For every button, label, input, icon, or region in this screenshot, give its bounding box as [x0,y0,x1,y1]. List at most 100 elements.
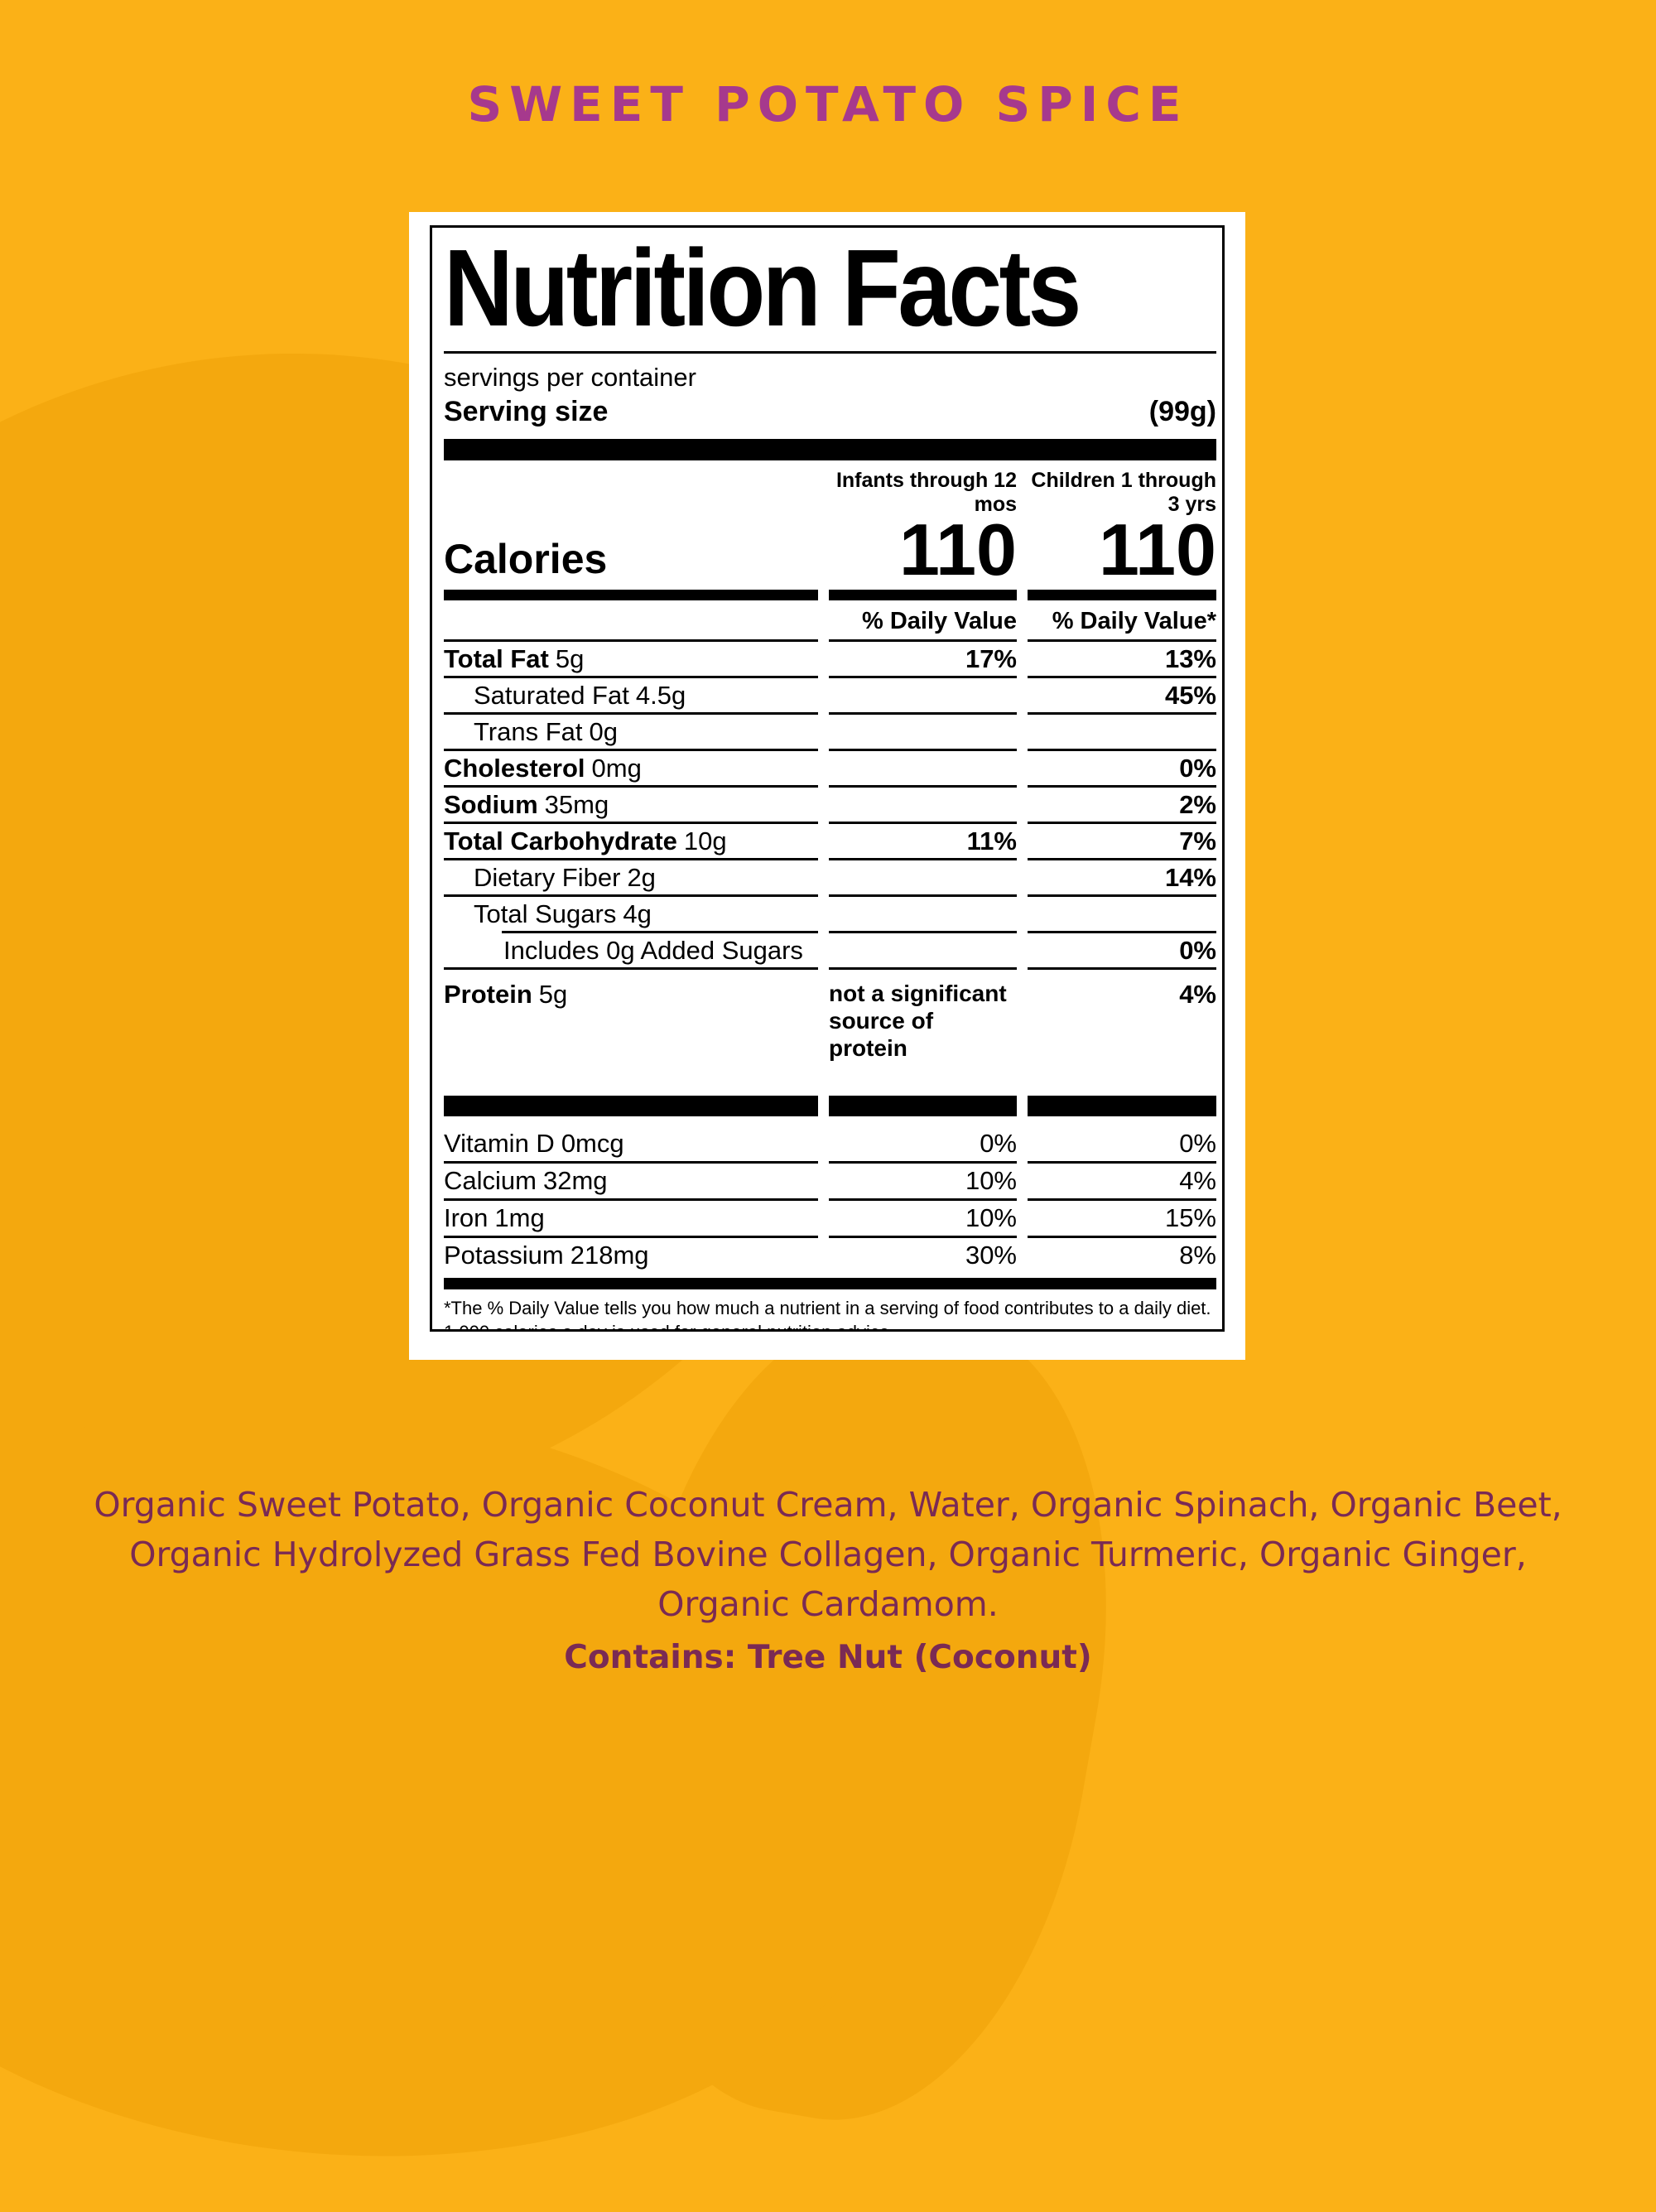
dv-infants: 11% [966,826,1017,855]
nutrient-name: Iron [444,1203,489,1233]
nutrient-amount: 32mg [542,1166,608,1196]
nutrient-amount: 0mg [591,753,642,783]
daily-value-header-children: % Daily Value* [1052,608,1216,635]
nutrient-name: Total Carbohydrate [444,826,677,855]
nutrient-name: Saturated Fat [474,680,629,710]
nutrient-amount: 5g [555,643,585,673]
nutrient-row: Saturated Fat 4.5g 45% [444,678,1216,712]
dv-children: 45% [1164,680,1216,710]
allergen-statement: Contains: Tree Nut (Coconut) [564,1638,1092,1676]
serving-size-row: Serving size (99g) [444,396,1216,428]
row-divider-indented [444,931,1216,934]
servings-per-container: servings per container [444,363,696,393]
nutrient-amount: 10g [683,826,727,855]
nutrient-row: Total Carbohydrate 10g 11% 7% [444,824,1216,858]
nutrient-row: Cholesterol 0mg 0% [444,751,1216,785]
nutrition-label-card: Nutrition Facts servings per container S… [409,212,1245,1360]
row-divider [444,858,1216,861]
nutrient-name: Protein [444,980,532,1010]
protein-note: not a significant source of protein [829,981,1007,1062]
nutrient-row: Dietary Fiber 2g 14% [444,860,1216,894]
nutrient-row: Trans Fat 0g [444,715,1216,749]
thick-divider [444,590,1216,601]
nutrient-name: Total Sugars [474,899,617,928]
nutrient-name: Dietary Fiber [474,862,621,892]
row-divider [444,676,1216,679]
row-divider [444,1236,1216,1239]
row-divider [444,894,1216,898]
row-divider [444,822,1216,825]
row-divider [444,712,1216,716]
dv-children: 0% [1179,935,1216,965]
nutrient-name: Cholesterol [444,753,585,783]
dv-children: 13% [1164,643,1216,673]
nutrient-row-protein: Protein 5g not a significant source of pr… [444,970,1216,1086]
micronutrient-row: Potassium 218mg 30% 8% [444,1238,1216,1273]
thick-divider [444,1278,1216,1290]
dv-infants: 10% [965,1203,1017,1233]
dv-infants: 17% [965,643,1017,673]
calories-label: Calories [444,536,608,583]
micronutrient-row: Vitamin D 0mcg 0% 0% [444,1126,1216,1161]
nutrient-amount: 218mg [570,1241,649,1270]
dv-children: 4% [1179,1166,1216,1196]
dv-infants: 0% [980,1129,1017,1159]
dv-children: 0% [1179,1129,1216,1159]
calories-value-children: 110 [1099,508,1216,591]
column-header-children: Children 1 through 3 yrs [1031,469,1216,517]
nutrient-name: Trans Fat [474,716,583,746]
serving-size-label: Serving size [444,396,609,428]
dv-children: 15% [1164,1203,1216,1233]
dv-infants: 30% [965,1241,1017,1270]
product-title: SWEET POTATO SPICE [467,76,1189,133]
nutrient-amount: 0g [589,716,618,746]
dv-children: 8% [1179,1241,1216,1270]
nutrient-name: Total Fat [444,643,549,673]
thick-divider [444,1096,1216,1117]
divider [444,351,1216,354]
column-header-infants: Infants through 12 mos [835,469,1017,517]
row-divider [444,1161,1216,1164]
nutrition-facts-heading: Nutrition Facts [444,227,1081,349]
nutrient-amount: 4g [623,899,652,928]
dv-children: 7% [1179,826,1216,855]
nutrition-facts-panel: Nutrition Facts servings per container S… [430,225,1225,1332]
nutrient-amount: 35mg [544,789,609,819]
ingredients-list: Organic Sweet Potato, Organic Coconut Cr… [94,1485,1562,1624]
nutrient-name: Vitamin D [444,1129,555,1159]
nutrient-row: Total Sugars 4g [444,897,1216,931]
daily-value-footnote: *The % Daily Value tells you how much a … [444,1298,1211,1329]
dv-infants: 10% [965,1166,1017,1196]
micronutrient-row: Iron 1mg 10% 15% [444,1201,1216,1236]
thick-divider [444,439,1216,461]
nutrient-name: Potassium [444,1241,564,1270]
daily-value-header-row: % Daily Value % Daily Value* [444,608,1216,635]
nutrient-name: Includes 0g Added Sugars [503,935,803,965]
dv-children: 14% [1164,862,1216,892]
row-divider [444,749,1216,752]
dv-children: 4% [1179,980,1216,1010]
nutrient-row: Sodium 35mg 2% [444,788,1216,822]
row-divider [444,785,1216,788]
micronutrients-section: Vitamin D 0mcg 0% 0% Calcium 32mg 10% 4% I… [444,1126,1216,1273]
nutrient-amount: 4.5g [635,680,686,710]
daily-value-header-infants: % Daily Value [862,608,1017,635]
row-divider [444,639,1216,643]
nutrient-row: Includes 0g Added Sugars 0% [444,933,1216,967]
row-divider [444,967,1216,971]
micronutrient-row: Calcium 32mg 10% 4% [444,1164,1216,1198]
nutrient-amount: 2g [627,862,656,892]
serving-size-value: (99g) [1148,396,1216,428]
age-column-headers: Infants through 12 mos Children 1 throug… [444,469,1216,517]
calories-value-infants: 110 [899,508,1017,591]
nutrient-amount: 1mg [494,1203,545,1233]
nutrient-name: Sodium [444,789,538,819]
row-divider [444,1198,1216,1202]
dv-children: 2% [1179,789,1216,819]
nutrient-amount: 5g [538,980,568,1010]
calories-row: Calories 110 110 [444,508,1216,591]
nutrient-amount: 0mcg [561,1129,624,1159]
ingredients-section: Organic Sweet Potato, Organic Coconut Cr… [83,1481,1573,1682]
nutrient-row: Total Fat 5g 17% 13% [444,642,1216,676]
dv-children: 0% [1179,753,1216,783]
